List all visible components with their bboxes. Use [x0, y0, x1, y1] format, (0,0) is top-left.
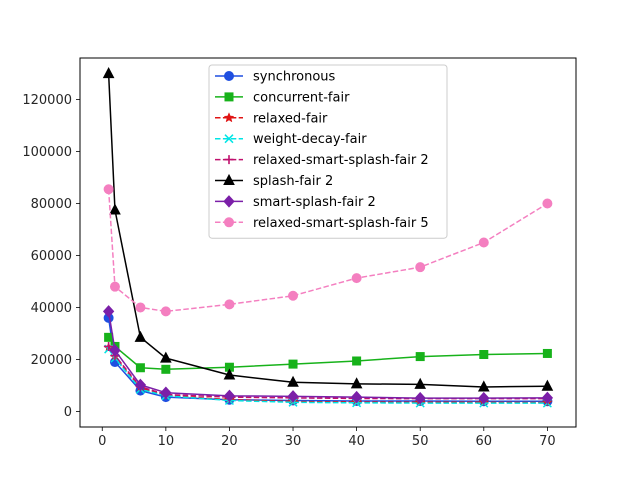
series-line-relaxed-fair [108, 347, 548, 404]
y-tick-label: 60000 [31, 249, 72, 264]
legend-label: concurrent-fair [253, 90, 350, 105]
data-point-relaxed-smart-splash-fair-5 [415, 262, 426, 273]
data-point-relaxed-smart-splash-fair-5 [109, 281, 120, 292]
data-point-smart-splash-fair-2 [160, 386, 172, 399]
legend-label: relaxed-smart-splash-fair 2 [253, 153, 429, 168]
legend-marker [224, 71, 234, 81]
series-line-splash-fair-2 [107, 73, 548, 388]
data-point-smart-splash-fair-2 [102, 305, 115, 318]
y-tick-label: 20000 [31, 353, 72, 368]
series-relaxed-smart-splash-fair-5 [103, 184, 553, 317]
legend-marker [224, 92, 234, 102]
legend-item-concurrent-fair: concurrent-fair [215, 90, 350, 105]
series-line-relaxed-smart-splash-fair-5 [107, 189, 548, 313]
legend: synchronous concurrent-fair relaxed-fair we… [208, 64, 448, 239]
data-point-splash-fair-2 [160, 351, 172, 363]
series-line-weight-decay-fair [108, 348, 548, 404]
y-tick-label: 0 [64, 405, 72, 420]
data-point-smart-splash-fair-2 [414, 391, 426, 405]
legend-item-relaxed-smart-splash-fair-2: relaxed-smart-splash-fair 2 [215, 153, 429, 168]
data-point-smart-splash-fair-2 [478, 391, 490, 405]
legend-label: splash-fair 2 [253, 174, 333, 189]
legend-marker [224, 134, 234, 144]
legend-label: weight-decay-fair [253, 132, 367, 147]
legend-label: smart-splash-fair 2 [253, 195, 376, 210]
data-point-concurrent-fair [479, 349, 489, 359]
data-point-relaxed-smart-splash-fair-5 [351, 273, 362, 284]
data-point-concurrent-fair [135, 363, 145, 373]
x-tick-label: 30 [285, 434, 302, 449]
data-point-smart-splash-fair-2 [109, 344, 121, 357]
data-point-smart-splash-fair-2 [350, 390, 363, 404]
legend-marker [223, 195, 235, 208]
data-point-concurrent-fair [415, 352, 425, 362]
data-point-splash-fair-2 [350, 377, 363, 389]
y-tick-label: 80000 [31, 197, 72, 212]
legend-item-smart-splash-fair-2: smart-splash-fair 2 [215, 195, 376, 210]
legend-marker [224, 217, 234, 228]
data-point-smart-splash-fair-2 [223, 389, 236, 403]
legend-item-synchronous: synchronous [215, 70, 336, 85]
y-tick-label: 100000 [22, 145, 72, 160]
legend-marker [223, 112, 235, 123]
legend-label: relaxed-fair [253, 111, 328, 126]
x-tick-label: 20 [221, 434, 238, 449]
data-point-splash-fair-2 [541, 379, 554, 391]
x-tick-label: 0 [98, 434, 106, 449]
legend-item-weight-decay-fair: weight-decay-fair [215, 132, 367, 147]
legend-item-relaxed-smart-splash-fair-5: relaxed-smart-splash-fair 5 [215, 216, 429, 231]
data-point-smart-splash-fair-2 [287, 390, 299, 403]
data-point-relaxed-smart-splash-fair-2 [104, 341, 114, 351]
data-point-splash-fair-2 [287, 375, 299, 387]
data-point-concurrent-fair [161, 364, 171, 374]
data-point-relaxed-smart-splash-fair-5 [224, 299, 235, 310]
series-line-smart-splash-fair-2 [107, 311, 548, 399]
y-tick-label: 120000 [22, 93, 72, 108]
data-point-concurrent-fair [352, 356, 362, 366]
data-point-smart-splash-fair-2 [541, 391, 554, 405]
data-point-splash-fair-2 [414, 377, 427, 389]
series-smart-splash-fair-2 [102, 305, 554, 405]
data-point-concurrent-fair [542, 348, 552, 358]
data-point-splash-fair-2 [109, 203, 121, 215]
legend-item-splash-fair-2: splash-fair 2 [215, 173, 333, 189]
series-line-synchronous [107, 317, 548, 403]
data-point-splash-fair-2 [134, 330, 147, 342]
series-splash-fair-2 [102, 67, 554, 392]
legend-marker [223, 173, 235, 185]
plot-area-frame [79, 57, 577, 428]
data-point-concurrent-fair [288, 359, 298, 369]
axes-layer: 0 10 20 30 40 50 60 70 0 20000 40000 60000 80000 1000… [22, 93, 555, 449]
data-point-smart-splash-fair-2 [134, 378, 147, 392]
data-point-relaxed-smart-splash-fair-5 [160, 306, 171, 317]
series-layer [102, 67, 554, 408]
series-concurrent-fair [104, 332, 552, 374]
data-point-relaxed-smart-splash-fair-5 [288, 290, 299, 301]
legend-marker [224, 155, 234, 165]
data-point-relaxed-smart-splash-fair-5 [542, 198, 553, 209]
data-point-relaxed-smart-splash-fair-5 [103, 184, 114, 195]
x-tick-label: 50 [412, 434, 429, 449]
y-tick-label: 40000 [31, 301, 72, 316]
data-point-splash-fair-2 [477, 380, 490, 392]
data-point-splash-fair-2 [102, 67, 115, 79]
x-tick-label: 10 [158, 434, 175, 449]
x-tick-label: 40 [348, 434, 365, 449]
legend-item-relaxed-fair: relaxed-fair [215, 111, 328, 126]
series-line-concurrent-fair [108, 336, 548, 371]
data-point-concurrent-fair [104, 332, 114, 342]
legend-box [208, 64, 448, 239]
x-tick-label: 70 [539, 434, 556, 449]
data-point-relaxed-smart-splash-fair-5 [135, 302, 146, 313]
x-tick-label: 60 [476, 434, 493, 449]
data-point-splash-fair-2 [223, 368, 236, 380]
legend-label: relaxed-smart-splash-fair 5 [253, 216, 429, 231]
legend-label: synchronous [253, 70, 336, 85]
data-point-relaxed-smart-splash-fair-5 [478, 237, 489, 248]
